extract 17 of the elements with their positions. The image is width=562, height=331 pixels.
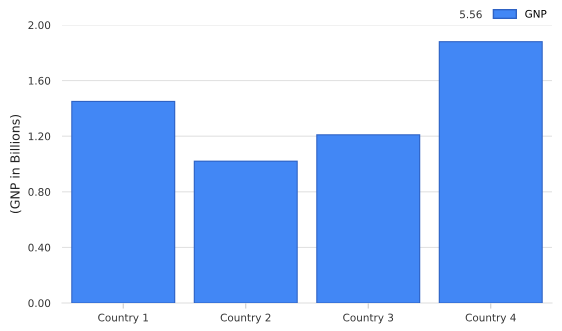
legend-label: GNP [525, 10, 546, 18]
x-tick-label: Country 3 [343, 314, 394, 324]
bar [71, 100, 176, 303]
x-tick-label: Country 2 [220, 314, 270, 324]
y-tick-label: 0.00 [28, 299, 50, 308]
y-tick-label: 2.00 [28, 21, 50, 30]
y-tick-label: 1.60 [28, 76, 50, 85]
y-tick-label: 1.20 [28, 132, 50, 140]
x-tick-label: Country 4 [466, 314, 516, 324]
y-tick-label: 0.80 [28, 188, 50, 196]
x-tick-label: Country 1 [98, 314, 148, 324]
text: 5.56 [460, 10, 482, 18]
y-tick-label: 0.40 [28, 244, 50, 252]
bar [316, 134, 420, 303]
bar [194, 160, 298, 303]
y-axis-title: (GNP in Billions) [10, 114, 22, 214]
bar [438, 41, 543, 303]
